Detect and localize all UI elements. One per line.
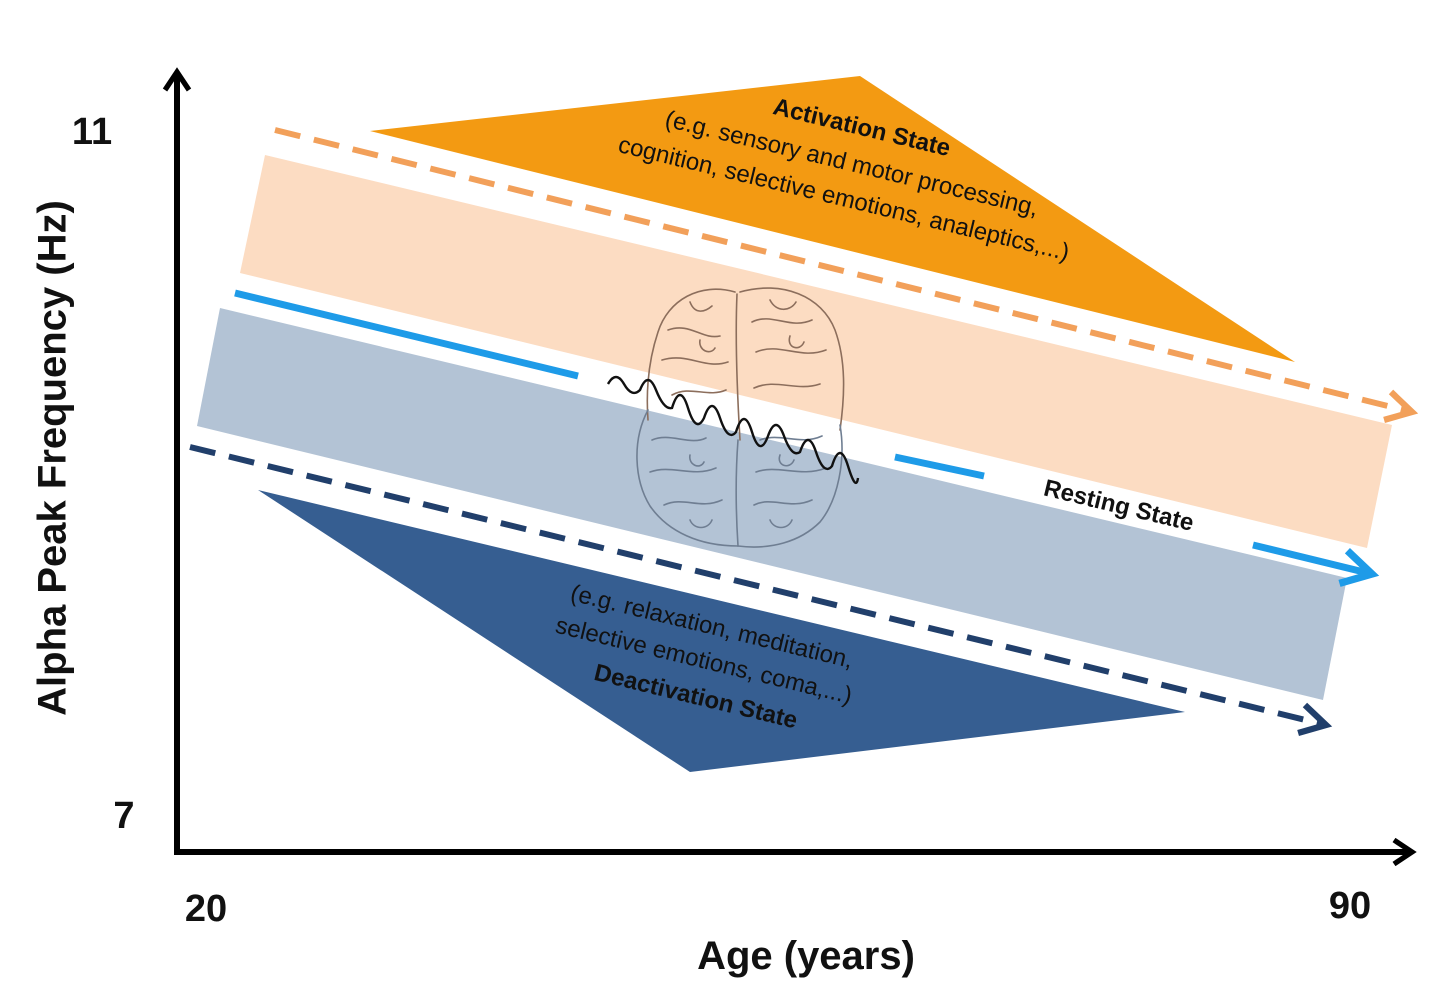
activation-trend-arrow bbox=[274, 127, 1419, 423]
activation-state-triangle bbox=[370, 76, 1295, 362]
resting-trend-arrow bbox=[1252, 541, 1380, 587]
y-tick-bottom: 7 bbox=[113, 795, 134, 837]
x-tick-right: 90 bbox=[1329, 885, 1371, 927]
resting-line-segment-1 bbox=[234, 289, 579, 380]
deactivation-state-triangle bbox=[258, 490, 1185, 772]
brain-lower-outline bbox=[636, 409, 843, 548]
activation-band bbox=[240, 155, 1392, 548]
alpha-wave-icon bbox=[606, 375, 860, 485]
resting-line-segment-2 bbox=[894, 453, 985, 480]
y-tick-top: 11 bbox=[72, 111, 112, 153]
x-axis-title: Age (years) bbox=[697, 934, 915, 978]
resting-band bbox=[197, 308, 1347, 700]
deactivation-trend-arrow bbox=[189, 444, 1333, 737]
x-tick-left: 20 bbox=[185, 888, 227, 930]
y-axis-title: Alpha Peak Frequency (Hz) bbox=[31, 200, 75, 716]
